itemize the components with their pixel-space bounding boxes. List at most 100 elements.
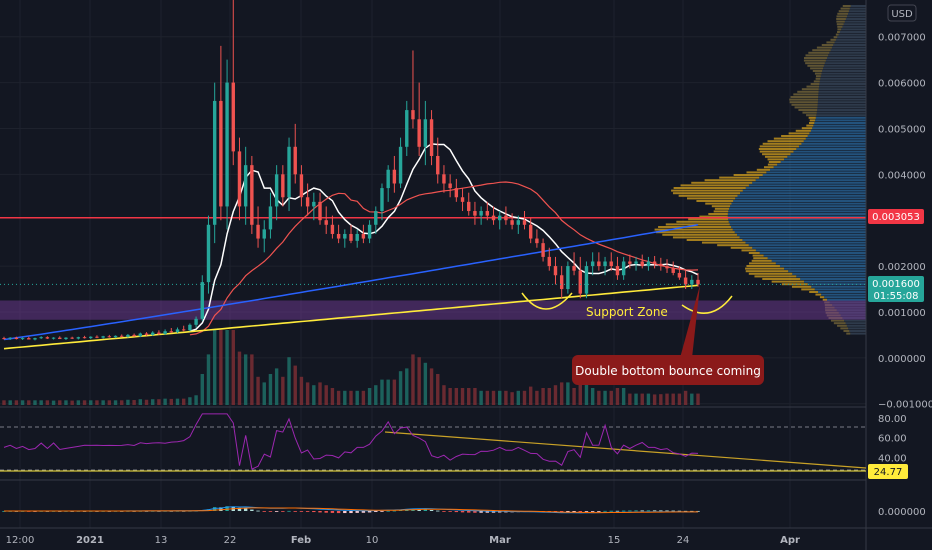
volume-bar: [683, 390, 688, 405]
profile-bar-up: [822, 67, 866, 70]
volume-bar: [169, 398, 174, 405]
profile-bar-up: [818, 88, 866, 91]
profile-bar-up: [834, 41, 866, 44]
profile-bar-down: [825, 309, 837, 312]
profile-bar-down: [815, 77, 821, 80]
profile-bar-up: [830, 49, 866, 52]
profile-bar-down: [819, 296, 825, 299]
candle-body: [262, 229, 266, 239]
candle-body: [547, 256, 551, 267]
macd-hist-bar: [343, 511, 347, 514]
profile-bar-up: [728, 207, 866, 210]
macd-hist-bar: [665, 510, 669, 512]
currency-badge-box[interactable]: [887, 4, 917, 22]
candle-body: [206, 224, 211, 283]
profile-bar-up: [846, 324, 866, 327]
profile-bar-up: [730, 205, 866, 208]
volume-bar: [120, 400, 124, 405]
candle-body: [113, 335, 118, 338]
profile-bar-down: [717, 244, 749, 247]
profile-bar-up: [844, 319, 866, 322]
profile-bar-down: [843, 330, 850, 332]
profile-bar-up: [831, 46, 866, 49]
volume-bar: [305, 382, 310, 405]
volume-bar: [144, 399, 149, 405]
time-tick-label: Mar: [489, 535, 511, 546]
macd-hist-bar: [268, 511, 273, 512]
profile-bar-down: [705, 202, 732, 205]
profile-bar-up: [818, 90, 866, 93]
candle-body: [268, 206, 273, 230]
profile-bar-down: [748, 272, 793, 275]
candle-body: [467, 201, 471, 212]
candle-body: [132, 334, 136, 337]
profile-bar-up: [775, 262, 866, 265]
macd-hist-bar: [212, 507, 217, 511]
volume-bar: [237, 351, 242, 405]
profile-bar-up: [759, 176, 866, 179]
profile-bar-up: [822, 70, 866, 72]
profile-bar-up: [818, 93, 866, 96]
volume-bar: [621, 388, 626, 405]
volume-bar: [330, 388, 335, 405]
profile-bar-up: [796, 275, 866, 278]
profile-bar-up: [850, 332, 866, 335]
volume-bar: [39, 400, 43, 405]
profile-bar-down: [730, 246, 753, 249]
profile-bar-down: [803, 59, 826, 62]
profile-bar-down: [678, 194, 738, 197]
profile-bar-up: [767, 257, 866, 260]
rsi-trendline: [384, 431, 867, 469]
profile-bar-down: [801, 288, 815, 291]
currency-badge[interactable]: USD: [891, 9, 913, 20]
volume-bar: [76, 400, 81, 405]
candle-body: [39, 337, 43, 339]
candle-body: [417, 119, 421, 147]
profile-bar-up: [811, 285, 866, 288]
candles: [2, 0, 700, 341]
profile-bar-up: [733, 200, 866, 202]
volume-bar: [696, 393, 700, 405]
macd-hist-bar: [603, 510, 607, 512]
profile-bar-down: [758, 148, 797, 150]
profile-bar-up: [842, 317, 866, 319]
profile-bar-up: [838, 311, 866, 314]
profile-bar-up: [819, 85, 866, 88]
candle-body: [597, 261, 601, 267]
profile-bar-down: [837, 31, 840, 33]
volume-bar: [479, 390, 483, 405]
volume-bar: [504, 390, 508, 405]
volume-bar: [126, 399, 130, 405]
profile-bar-down: [686, 197, 736, 200]
profile-bar-up: [826, 298, 866, 301]
blue-ma-line: [3, 224, 699, 341]
volume-bar: [510, 392, 514, 405]
time-tick-label: 15: [608, 535, 621, 546]
profile-bar-up: [829, 301, 866, 304]
profile-bar-down: [789, 101, 818, 104]
rsi-tick-label: 80.00: [878, 414, 907, 425]
rsi-line: [3, 413, 699, 470]
macd-hist-bar: [473, 511, 477, 513]
profile-bar-up: [779, 265, 866, 267]
profile-bar-down: [808, 116, 816, 119]
time-tick-label: 22: [224, 535, 237, 546]
price-tick-label: 0.001000: [878, 308, 926, 319]
candle-body: [498, 215, 502, 221]
profile-bar-up: [798, 145, 866, 148]
profile-bar-up: [842, 25, 866, 28]
profile-bar-up: [766, 171, 866, 174]
profile-bar-down: [746, 265, 780, 267]
profile-bar-down: [815, 293, 822, 296]
candle-body: [398, 146, 403, 184]
profile-bar-down: [801, 127, 813, 130]
time-axis-ticks: 12:00 2021 13 22 Feb 10 Mar 15 24 Apr: [6, 535, 800, 546]
macd-hist-bar: [367, 511, 372, 513]
macd-hist-bar: [485, 511, 490, 513]
profile-bar-down: [812, 70, 823, 72]
profile-bar-down: [836, 15, 847, 18]
candle-body: [671, 268, 675, 273]
volume-bar: [281, 376, 285, 405]
profile-bar-up: [826, 57, 866, 59]
